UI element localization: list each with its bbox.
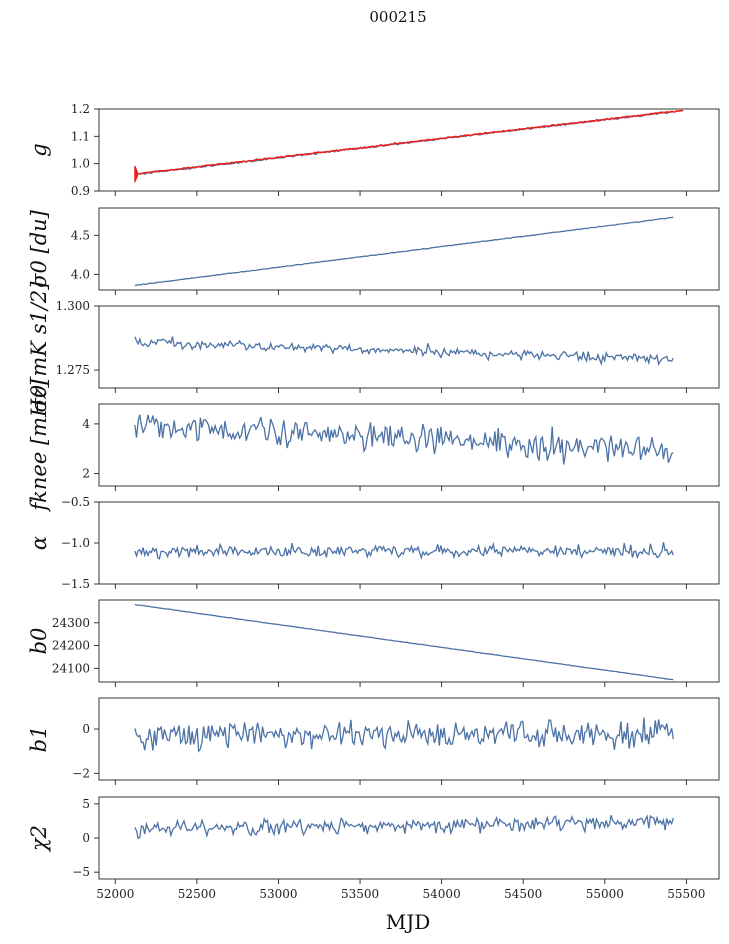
x-tick-label: 53500 <box>341 887 379 901</box>
panel-7: −5 0 5 52000 52500 53000 53500 54000 54500 55000 5… <box>27 796 720 901</box>
y-tick-label: −5 <box>72 865 90 879</box>
panel-frame <box>98 599 720 683</box>
y-axis-label: σ0[mK s1/2] <box>27 281 51 413</box>
series-line-6 <box>134 717 674 753</box>
series-line-3 <box>134 414 674 465</box>
y-tick-label: 2 <box>82 467 90 481</box>
y-tick-label: 1.275 <box>56 363 90 377</box>
y-tick-label: −0.5 <box>61 495 90 509</box>
y-axis-label: b0 <box>27 628 51 655</box>
y-tick-label: 0 <box>82 831 90 845</box>
y-tick-label: 1.300 <box>56 299 90 313</box>
panel-3: 2 4 fknee [mHz] <box>27 379 720 513</box>
panel-frame <box>98 108 720 192</box>
y-tick-label: 5 <box>82 797 90 811</box>
y-axis-label: α <box>27 536 51 550</box>
y-tick-label: 4.0 <box>71 267 90 281</box>
x-tick-label: 53000 <box>259 887 297 901</box>
panels: 0.9 1.0 1.1 1.2 g 4.0 4.5 σ0 [du] 1.275 1.300 σ0[m… <box>27 102 720 901</box>
panel-6: −2 0 b1 <box>27 697 720 785</box>
x-tick-label: 52000 <box>96 887 134 901</box>
panel-1: 4.0 4.5 σ0 [du] <box>27 207 720 295</box>
series-line-5 <box>134 603 674 681</box>
panel-frame <box>98 403 720 487</box>
y-tick-label: −1.5 <box>61 577 90 591</box>
x-tick-label: 54500 <box>504 887 542 901</box>
y-tick-label: 0.9 <box>71 184 90 198</box>
y-tick-label: −2 <box>72 766 90 780</box>
y-tick-label: 1.0 <box>71 157 90 171</box>
panel-0: 0.9 1.0 1.1 1.2 g <box>27 102 720 198</box>
y-axis-label: χ2 <box>27 825 51 853</box>
y-axis-label: σ0 [du] <box>27 209 51 288</box>
series-line-7 <box>134 814 674 840</box>
figure-title: 000215 <box>369 8 426 26</box>
x-tick-label: 55000 <box>586 887 624 901</box>
series-line-2 <box>134 336 674 366</box>
y-tick-label: −1.0 <box>61 536 90 550</box>
y-tick-label: 24300 <box>52 616 90 630</box>
series-line-1 <box>134 216 674 287</box>
x-tick-label: 52500 <box>178 887 216 901</box>
y-tick-label: 4.5 <box>71 228 90 242</box>
y-tick-label: 24200 <box>52 639 90 653</box>
x-tick-label: 54000 <box>423 887 461 901</box>
panel-frame <box>98 697 720 781</box>
x-axis-label: MJD <box>386 910 431 934</box>
y-tick-label: 1.2 <box>71 102 90 116</box>
y-axis-label: b1 <box>27 726 51 753</box>
panel-frame <box>98 305 720 389</box>
panel-frame <box>98 207 720 291</box>
x-tick-label: 55500 <box>667 887 705 901</box>
y-axis-label: g <box>27 143 51 156</box>
fit-line-0 <box>134 109 684 176</box>
y-tick-label: 0 <box>82 722 90 736</box>
panel-frame <box>98 501 720 585</box>
y-tick-label: 1.1 <box>71 129 90 143</box>
panel-frame <box>98 796 720 880</box>
y-tick-label: 24100 <box>52 661 90 675</box>
y-axis-label: fknee [mHz] <box>27 379 51 513</box>
panel-4: −1.5 −1.0 −0.5 α <box>27 495 720 591</box>
y-tick-label: 4 <box>82 417 90 431</box>
panel-2: 1.275 1.300 σ0[mK s1/2] <box>27 281 720 413</box>
series-line-4 <box>134 541 674 560</box>
